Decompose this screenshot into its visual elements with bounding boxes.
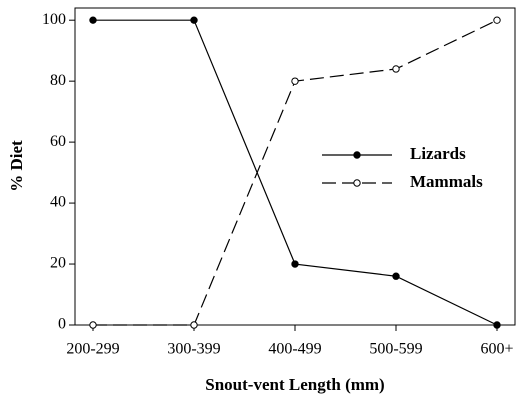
data-point	[392, 272, 400, 280]
x-tick-label: 600+	[480, 341, 513, 358]
x-tick-label: 200-299	[66, 341, 119, 358]
data-point	[190, 321, 198, 329]
legend-marker	[353, 151, 361, 159]
legend-label: Lizards	[410, 144, 466, 163]
y-tick-label: 20	[50, 255, 66, 272]
x-tick-label: 300-399	[167, 341, 220, 358]
legend-label: Mammals	[410, 172, 483, 191]
y-tick-label: 60	[50, 133, 66, 150]
y-tick-label: 100	[42, 11, 66, 28]
data-point	[291, 77, 299, 85]
legend-marker	[353, 179, 361, 187]
plot-frame	[74, 7, 516, 326]
y-tick-label: 80	[50, 72, 66, 89]
x-tick-label: 500-599	[369, 341, 422, 358]
data-point	[190, 16, 198, 24]
data-point	[89, 16, 97, 24]
data-point	[493, 16, 501, 24]
x-axis-label: Snout-vent Length (mm)	[205, 375, 384, 394]
data-point	[493, 321, 501, 329]
data-point	[291, 260, 299, 268]
x-tick-label: 400-499	[268, 341, 321, 358]
data-point	[392, 65, 400, 73]
y-tick-label: 0	[58, 316, 66, 333]
y-tick-label: 40	[50, 194, 66, 211]
data-point	[89, 321, 97, 329]
y-axis-label: % Diet	[7, 140, 26, 192]
